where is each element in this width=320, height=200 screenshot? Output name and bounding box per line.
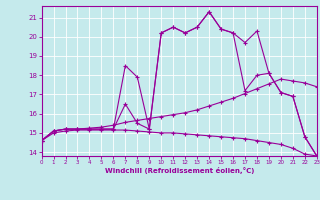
X-axis label: Windchill (Refroidissement éolien,°C): Windchill (Refroidissement éolien,°C) xyxy=(105,167,254,174)
